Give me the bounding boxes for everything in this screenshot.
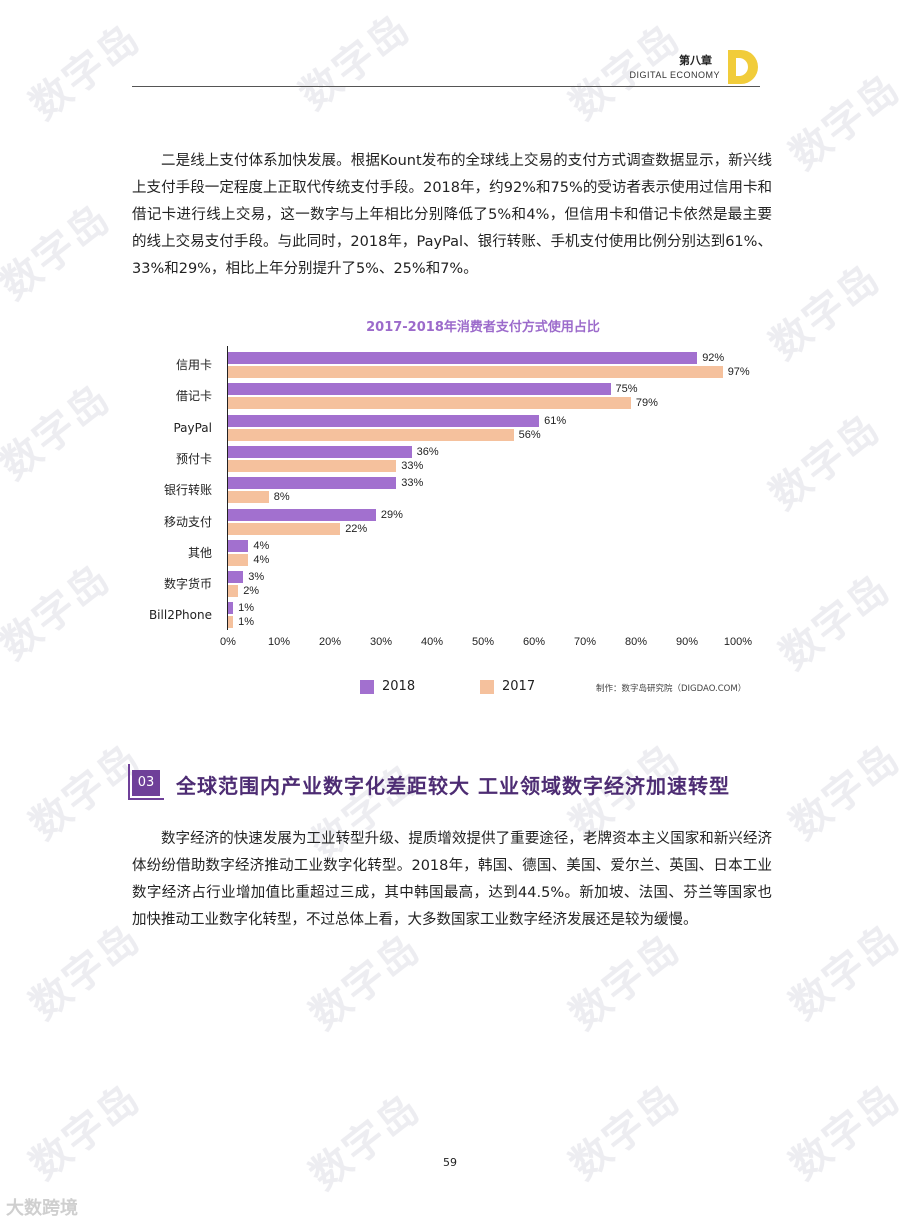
category-label: 银行转账: [163, 483, 212, 498]
watermark-text: 数字岛: [781, 65, 900, 180]
bar-2017: [228, 397, 631, 410]
data-label: 4%: [253, 553, 270, 566]
category-label: 信用卡: [175, 358, 212, 372]
watermark-text: 数字岛: [301, 1085, 430, 1200]
bar-2017: [228, 553, 249, 566]
category-label: 借记卡: [175, 389, 212, 404]
category-label: 其他: [187, 545, 212, 560]
watermark-text: 数字岛: [21, 15, 150, 130]
data-label: 3%: [248, 571, 265, 584]
legend-label-2018: 2018: [382, 679, 416, 694]
x-tick-label: 60%: [522, 636, 546, 648]
data-label: 2%: [243, 585, 260, 598]
data-label: 1%: [238, 602, 254, 615]
bar-2018: [228, 445, 412, 458]
watermark-text: 数字岛: [21, 1075, 150, 1190]
bar-2018: [228, 602, 234, 615]
data-label: 79%: [635, 397, 658, 410]
data-label: 36%: [416, 445, 439, 458]
chart-y-axis: [227, 346, 228, 630]
category-label: 数字货币: [163, 577, 212, 592]
watermark-text: 数字岛: [781, 1075, 900, 1190]
chapter-subtitle: DIGITAL ECONOMY: [629, 70, 720, 80]
page-number: 59: [443, 1156, 457, 1169]
bar-2017: [228, 522, 341, 535]
bar-2018: [228, 477, 397, 490]
x-tick-label: 40%: [420, 636, 444, 648]
chapter-label: 第八章: [679, 54, 712, 67]
watermark-text: 数字岛: [771, 565, 900, 680]
data-label: 22%: [345, 522, 368, 535]
watermark-text: 数字岛: [781, 915, 900, 1030]
x-tick-label: 20%: [318, 636, 342, 648]
watermark-text: 数字岛: [761, 405, 890, 520]
bar-2018: [228, 539, 249, 552]
corner-watermark: 大数跨境: [6, 1198, 78, 1219]
data-label: 4%: [253, 539, 270, 552]
body-paragraph-1: 二是线上支付体系加快发展。根据Kount发布的全球线上交易的支付方式调查数据显示…: [132, 153, 772, 277]
digital-economy-logo-icon: [728, 50, 758, 84]
bar-2017: [228, 616, 234, 629]
x-tick-label: 90%: [675, 636, 699, 648]
bar-2017: [228, 585, 239, 598]
watermark-text: 数字岛: [0, 195, 120, 310]
chart-credit: 制作：数字岛研究院（DIGDAO.COM）: [596, 684, 747, 694]
data-label: 97%: [727, 366, 750, 378]
x-tick-label: 0%: [220, 636, 236, 648]
category-label: 预付卡: [175, 451, 212, 466]
data-label: 8%: [273, 491, 290, 504]
legend-swatch-2017: [480, 680, 494, 694]
watermark-text: 数字岛: [561, 1075, 690, 1190]
legend-swatch-2018: [360, 680, 374, 694]
bar-2017: [228, 459, 397, 472]
x-tick-label: 80%: [624, 636, 648, 648]
data-label: 61%: [544, 414, 567, 427]
data-label: 92%: [702, 352, 725, 364]
watermark-text: 数字岛: [761, 255, 890, 370]
watermark-text: 数字岛: [0, 555, 120, 670]
section-badge-frame: [128, 764, 164, 800]
watermark-text: 数字岛: [0, 375, 120, 490]
bar-2017: [228, 366, 723, 378]
data-label: 75%: [615, 383, 638, 396]
x-tick-label: 100%: [723, 636, 753, 648]
data-label: 33%: [401, 477, 424, 490]
body-paragraph-2: 数字经济的快速发展为工业转型升级、提质增效提供了重要途径，老牌资本主义国家和新兴…: [132, 831, 772, 928]
watermark-text: 数字岛: [781, 735, 900, 850]
bar-2018: [228, 352, 698, 364]
data-label: 33%: [401, 459, 424, 472]
bar-2017: [228, 491, 269, 504]
legend-label-2017: 2017: [502, 679, 536, 694]
watermark-text: 数字岛: [21, 915, 150, 1030]
category-label: 移动支付: [163, 514, 212, 529]
bar-2018: [228, 414, 540, 427]
x-tick-label: 30%: [369, 636, 393, 648]
bar-2018: [228, 508, 376, 521]
page-header: 第八章 DIGITAL ECONOMY: [132, 42, 760, 87]
chart-title: 2017-2018年消费者支付方式使用占比: [366, 320, 600, 335]
data-label: 29%: [380, 508, 403, 521]
bar-2018: [228, 571, 244, 584]
data-label: 1%: [238, 616, 254, 629]
category-label: Bill2Phone: [148, 608, 212, 623]
watermark-text: 数字岛: [561, 925, 690, 1040]
bar-2018: [228, 383, 611, 396]
category-label: PayPal: [173, 420, 212, 435]
x-tick-label: 10%: [267, 636, 291, 648]
x-tick-label: 50%: [471, 636, 495, 648]
x-tick-label: 70%: [573, 636, 597, 648]
bar-2017: [228, 428, 514, 441]
section-title: 全球范围内产业数字化差距较大 工业领域数字经济加速转型: [176, 774, 730, 798]
watermark-text: 数字岛: [301, 925, 430, 1040]
data-label: 56%: [518, 428, 541, 441]
section-number-badge: 03: [132, 770, 160, 796]
